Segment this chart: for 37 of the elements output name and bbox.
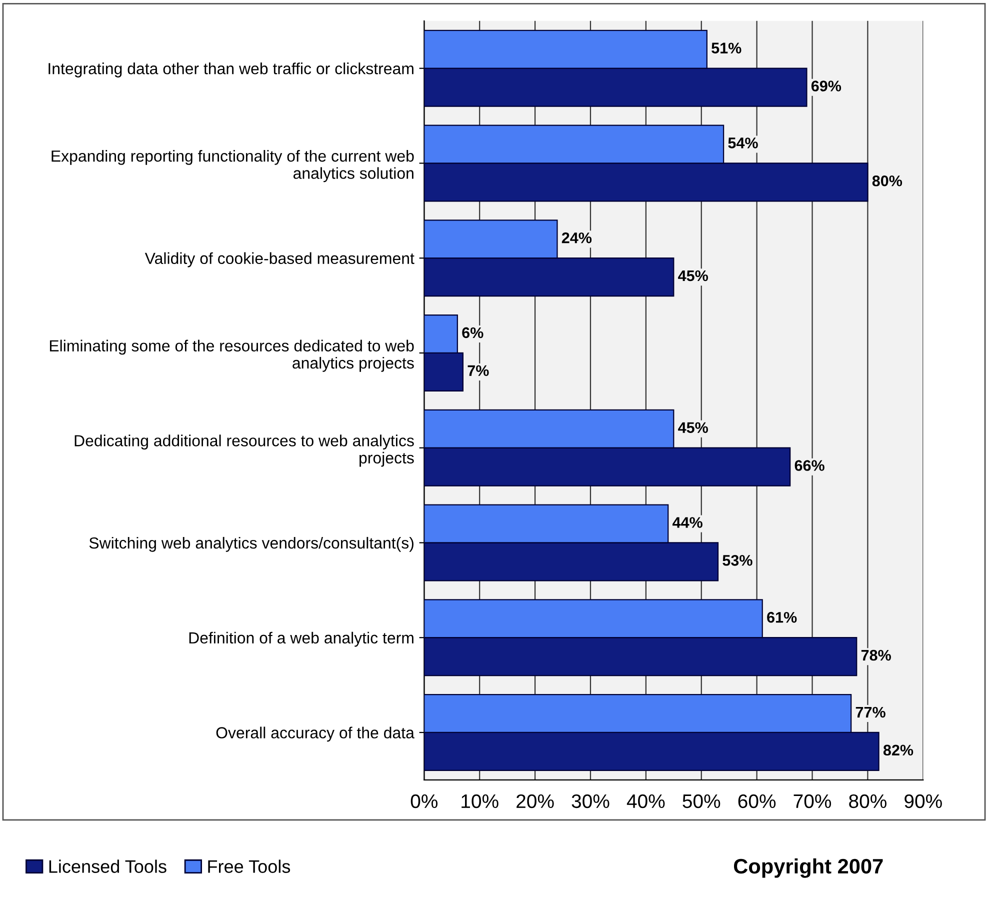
data-label: 61% [767, 612, 797, 623]
x-tick-label: 40% [626, 794, 665, 808]
data-label: 53% [722, 554, 752, 566]
x-tick-label: 90% [904, 794, 942, 808]
y-tick-label: Eliminating some of the resources dedicated to web analytics projects [50, 340, 414, 372]
legend-label: Licensed Tools [49, 860, 166, 873]
y-tick-label: Validity of cookie-based measurement [144, 252, 414, 268]
data-label: 82% [883, 744, 914, 756]
y-tick-label: Integrating data other than web traffic or clickstream [48, 62, 414, 78]
data-label: 54% [728, 138, 758, 148]
data-label: 45% [678, 270, 708, 282]
data-label: 51% [712, 42, 742, 54]
y-tick-label: Switching web analytics vendors/consultant(s) [89, 536, 414, 552]
x-tick-label: 0% [410, 794, 438, 808]
y-tick-label: Dedicating additional resources to web analytics projects [74, 434, 414, 467]
legend-label: Free Tools [208, 860, 290, 873]
data-label: 69% [811, 80, 842, 92]
data-label: 7% [468, 365, 489, 376]
data-label: 77% [856, 706, 886, 718]
data-label: 44% [672, 517, 702, 528]
y-tick-label: Definition of a web analytic term [189, 632, 414, 647]
x-tick-label: 50% [682, 794, 720, 808]
y-tick-label: Expanding reporting functionality of the current web analytics solution [52, 150, 414, 182]
x-tick-label: 20% [516, 794, 554, 808]
x-tick-label: 80% [849, 794, 886, 808]
data-label: 24% [562, 232, 592, 244]
data-label: 78% [861, 650, 891, 661]
data-label: 6% [462, 327, 484, 338]
y-tick-label: Overall accuracy of the data [216, 726, 414, 742]
x-tick-label: 30% [572, 794, 610, 808]
data-label: 80% [872, 175, 902, 186]
x-tick-label: 70% [794, 794, 832, 808]
data-label: 45% [678, 422, 708, 433]
x-tick-label: 60% [738, 794, 776, 808]
text: Copyright 2007 [734, 858, 883, 878]
data-label: 66% [794, 460, 824, 471]
x-tick-label: 10% [462, 794, 498, 808]
